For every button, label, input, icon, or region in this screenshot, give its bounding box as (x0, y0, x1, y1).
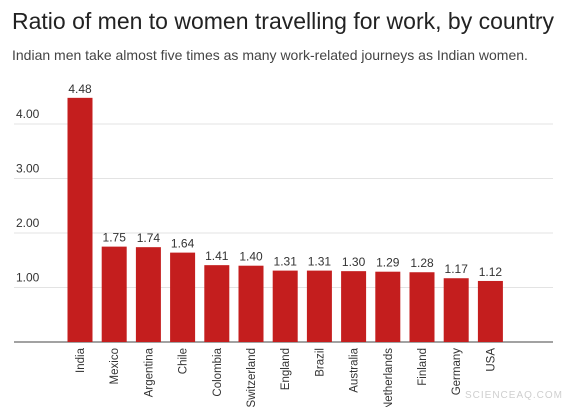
data-labels: 4.48 1.75 1.74 1.64 1.41 1.40 1.31 1.31 1.30 1.29… (68, 82, 502, 279)
bar (238, 265, 264, 342)
x-tick-label: Finland (417, 348, 429, 386)
data-label: 1.29 (376, 256, 400, 270)
y-tick-label: 1.00 (16, 271, 40, 285)
x-tick-label: Switzerland (246, 348, 258, 407)
x-tick-label: USA (485, 348, 497, 372)
bar (306, 270, 332, 342)
data-label: 4.48 (68, 82, 92, 96)
x-tick-label: Australia (349, 347, 361, 392)
bar (375, 271, 401, 342)
data-label: 1.28 (410, 256, 434, 270)
bar (101, 246, 127, 342)
data-label: 1.31 (274, 255, 298, 269)
bar (341, 271, 367, 342)
watermark-text: SCIENCEAQ.COM (465, 390, 563, 401)
data-label: 1.30 (342, 255, 366, 269)
bar (477, 280, 503, 342)
x-tick-label: Argentina (143, 347, 155, 397)
bar (170, 252, 196, 342)
category-labels: India Mexico Argentina Chile Colombia Switzer… (75, 347, 497, 407)
y-tick-label: 2.00 (16, 216, 40, 230)
data-label: 1.41 (205, 249, 229, 263)
bars (67, 97, 503, 342)
x-tick-label: Chile (178, 348, 190, 374)
x-tick-label: Germany (451, 348, 463, 396)
chart-title: Ratio of men to women travelling for wor… (12, 8, 555, 34)
x-tick-label: Brazil (314, 348, 326, 377)
y-tick-label: 4.00 (16, 107, 40, 121)
data-label: 1.40 (239, 250, 263, 264)
data-label: 1.74 (137, 231, 161, 245)
data-label: 1.12 (479, 265, 503, 279)
chart-subtitle: Indian men take almost five times as man… (12, 47, 528, 63)
bar (67, 97, 93, 342)
bar (409, 272, 435, 342)
x-tick-label: Mexico (109, 348, 121, 384)
data-label: 1.17 (445, 262, 469, 276)
bar (204, 265, 230, 342)
x-tick-label: England (280, 348, 292, 390)
x-tick-label: Netherlands (383, 348, 395, 407)
x-tick-label: India (75, 347, 87, 373)
bar (135, 247, 161, 342)
x-tick-label: Colombia (212, 347, 224, 396)
bar (272, 270, 298, 342)
bar (443, 278, 469, 342)
data-label: 1.31 (308, 255, 332, 269)
y-tick-label: 3.00 (16, 162, 40, 176)
data-label: 1.64 (171, 237, 195, 251)
data-label: 1.75 (103, 231, 127, 245)
